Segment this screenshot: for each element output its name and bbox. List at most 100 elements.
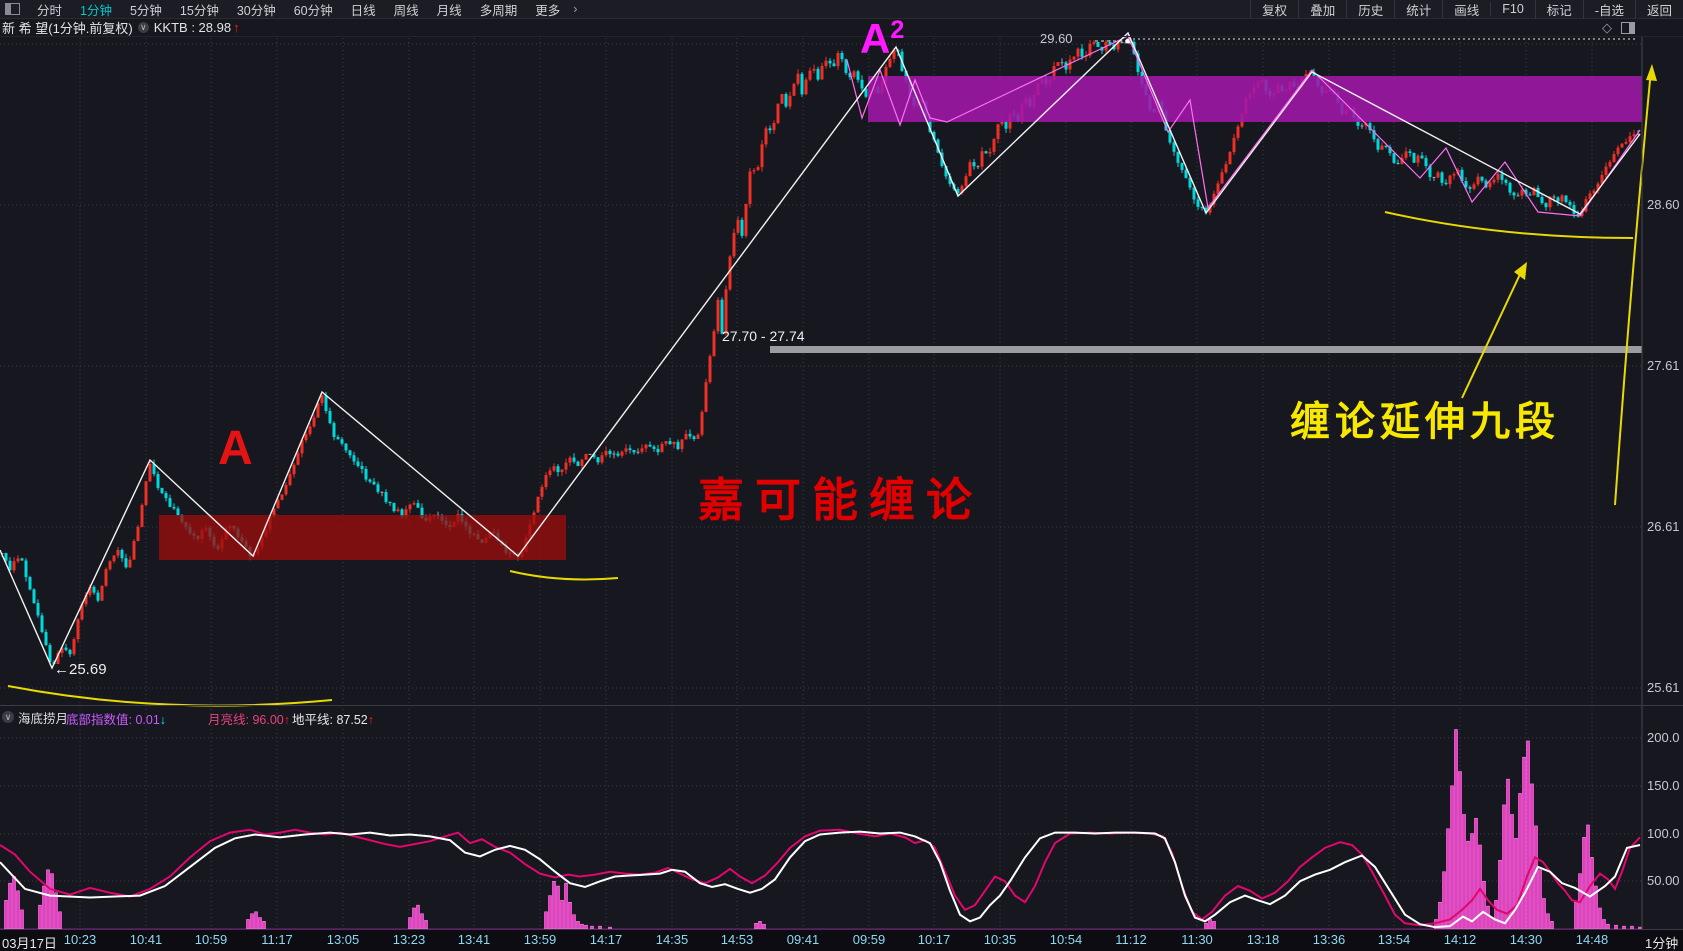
candle-body (1196, 199, 1200, 207)
volume-bar (54, 892, 58, 930)
period-tab-10[interactable]: 更多 (535, 3, 561, 18)
candle-body (540, 487, 544, 497)
candle-body (136, 526, 140, 542)
candle-body (836, 52, 840, 67)
toolbar-button-7[interactable]: -自选 (1582, 0, 1635, 19)
candle-body (704, 382, 708, 412)
candle-body (1384, 145, 1388, 148)
candle-body (980, 151, 984, 167)
volume-bar (1474, 818, 1478, 930)
toolbar-button-6[interactable]: 标记 (1534, 0, 1583, 19)
candle-body (1604, 166, 1608, 176)
candle-body (1304, 74, 1308, 78)
period-tabs: 分时 1分钟 5分钟 15分钟 30分钟 60分钟 日线 周线 月线 多周期 更多 (28, 0, 569, 19)
period-tab-8[interactable]: 月线 (436, 3, 462, 18)
candle-body (280, 494, 284, 500)
candle-body (324, 395, 328, 411)
toolbar-button-4[interactable]: 画线 (1442, 0, 1490, 19)
period-tab-4[interactable]: 30分钟 (236, 3, 276, 18)
toolbar-button-8[interactable]: 返回 (1634, 0, 1683, 19)
period-tab-1[interactable]: 1分钟 (80, 3, 112, 18)
candle-body (132, 541, 136, 560)
candle-body (1072, 56, 1076, 60)
split-view-icon[interactable] (1621, 22, 1635, 34)
candle-body (88, 586, 92, 595)
chevron-circle-icon[interactable]: ∨ (137, 21, 149, 33)
toolbar-button-2[interactable]: 历史 (1346, 0, 1394, 19)
candle-body (664, 441, 668, 444)
candle-body (1052, 65, 1056, 80)
candle-body (1092, 42, 1096, 44)
candle-body (560, 469, 564, 473)
candle-body (708, 356, 712, 383)
toolbar-button-0[interactable]: 复权 (1250, 0, 1298, 19)
label-nine: 缠论延伸九段 (1290, 399, 1560, 444)
volume-bar (1538, 869, 1542, 930)
candle-body (1452, 174, 1456, 176)
period-tab-0[interactable]: 分时 (37, 3, 63, 18)
time-label: 10:54 (1049, 932, 1083, 947)
volume-bar (1534, 825, 1538, 930)
period-tab-6[interactable]: 日线 (350, 3, 376, 18)
candle-body (648, 444, 652, 447)
candle-body (1188, 177, 1192, 188)
period-tab-5[interactable]: 60分钟 (293, 3, 333, 18)
candle-body (848, 72, 852, 78)
volume-bar (1478, 844, 1482, 930)
chevron-right-icon[interactable]: › (573, 2, 578, 16)
window-controls: ◇ (1602, 20, 1635, 36)
candle-body (996, 124, 1000, 139)
candle-body (1428, 165, 1432, 177)
indicator-value-1: 月亮线: 96.00↑ (208, 713, 290, 727)
volume-bar (12, 876, 16, 930)
volume-bar (552, 881, 556, 930)
yellow-underline-arc (7, 685, 333, 707)
candle-body (964, 176, 968, 187)
candle-body (1624, 141, 1628, 144)
candle-body (1528, 194, 1532, 196)
yellow-arrow-head (1514, 262, 1527, 280)
candle-body (328, 410, 332, 424)
toolbar-button-1[interactable]: 叠加 (1298, 0, 1346, 19)
toolbar-button-3[interactable]: 统计 (1394, 0, 1442, 19)
volume-bar (1498, 860, 1502, 930)
candle-body (712, 331, 716, 357)
candle-body (320, 395, 324, 404)
candle-body (552, 466, 556, 471)
candle-body (276, 499, 280, 509)
volume-bar (254, 911, 258, 930)
period-tab-9[interactable]: 多周期 (479, 3, 518, 18)
candle-body (1592, 190, 1596, 194)
volume-bar (262, 921, 266, 930)
candle-body (700, 411, 704, 435)
panel-toggle-icon[interactable] (5, 3, 20, 15)
period-tab-7[interactable]: 周线 (393, 3, 419, 18)
volume-bar (1470, 833, 1474, 930)
candle-body (292, 464, 296, 475)
candle-body (416, 503, 420, 508)
up-arrow-icon: ↑ (367, 713, 374, 727)
candle-body (336, 437, 340, 440)
candle-body (1472, 184, 1476, 189)
candle-body (652, 446, 656, 449)
candle-body (1568, 202, 1572, 206)
volume-bar (4, 900, 8, 930)
candle-body (1184, 169, 1188, 178)
toolbar-button-5[interactable]: F10 (1490, 2, 1535, 16)
time-label: 14:48 (1575, 932, 1609, 947)
candle-body (976, 166, 980, 168)
candle-body (1500, 173, 1504, 180)
candle-body (344, 443, 348, 451)
indicator-name[interactable]: 海底捞月 (18, 711, 69, 726)
period-tab-2[interactable]: 5分钟 (129, 3, 162, 18)
candle-body (1560, 195, 1564, 202)
diamond-icon[interactable]: ◇ (1602, 20, 1612, 35)
volume-bar (576, 921, 580, 930)
period-tab-3[interactable]: 15分钟 (179, 3, 219, 18)
candle-body (764, 128, 768, 145)
candle-body (376, 484, 380, 492)
chevron-circle-icon[interactable]: ∨ (2, 711, 14, 723)
indicator-value-0: 底部指数值: 0.01↓ (66, 713, 167, 727)
candle-body (364, 468, 368, 480)
